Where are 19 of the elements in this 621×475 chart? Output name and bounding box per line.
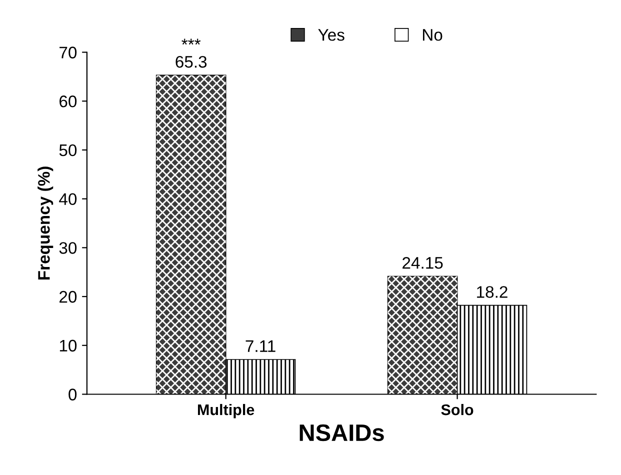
data-label: 24.15 xyxy=(402,256,443,269)
y-tick-label: 10 xyxy=(60,340,77,352)
y-tick-label: 0 xyxy=(68,388,77,400)
data-label: 7.11 xyxy=(246,340,276,352)
y-tick-label: 20 xyxy=(60,290,77,303)
y-tick-label: 30 xyxy=(59,242,77,254)
annotation: *** xyxy=(182,38,201,45)
x-tick-label: Solo xyxy=(441,404,474,416)
y-axis-title: Frequency (%) xyxy=(38,166,54,280)
data-label: 65.3 xyxy=(176,56,207,68)
legend-label: Yes xyxy=(318,29,344,41)
y-tick-label: 50 xyxy=(59,144,77,156)
x-axis-title: NSAIDs xyxy=(300,424,384,442)
x-tick-label: Multiple xyxy=(198,404,254,418)
data-label: 18.2 xyxy=(477,286,508,298)
y-tick-label: 60 xyxy=(60,96,77,108)
y-tick-label: 40 xyxy=(59,193,77,206)
y-tick-label: 70 xyxy=(60,46,77,58)
legend-label: No xyxy=(422,29,442,41)
